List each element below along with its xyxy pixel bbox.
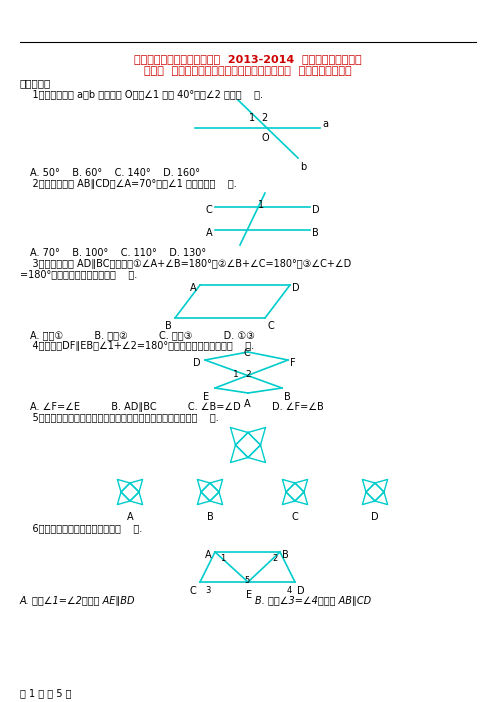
Text: A. 50°    B. 60°    C. 140°    D. 160°: A. 50° B. 60° C. 140° D. 160° bbox=[30, 168, 200, 178]
Text: C: C bbox=[267, 321, 274, 331]
Text: A: A bbox=[205, 550, 212, 560]
Text: A: A bbox=[244, 399, 250, 409]
Text: C: C bbox=[206, 205, 213, 215]
Text: 1．如图，直线 a、b 相交于点 O，若∠1 等于 40°，则∠2 等于（    ）.: 1．如图，直线 a、b 相交于点 O，若∠1 等于 40°，则∠2 等于（ ）. bbox=[20, 89, 263, 99]
Text: 3．如图，如果 AD∥BC，则有：①∠A+∠B=180°，②∠B+∠C=180°，③∠C+∠D: 3．如图，如果 AD∥BC，则有：①∠A+∠B=180°，②∠B+∠C=180°… bbox=[20, 259, 351, 269]
Text: 2: 2 bbox=[261, 113, 267, 123]
Text: 2: 2 bbox=[272, 554, 277, 563]
Text: C: C bbox=[292, 512, 299, 522]
Text: B: B bbox=[207, 512, 213, 522]
Text: 4: 4 bbox=[287, 586, 292, 595]
Text: D: D bbox=[292, 283, 300, 293]
Text: 一、选择题: 一、选择题 bbox=[20, 78, 51, 88]
Text: 第 1 页 共 5 页: 第 1 页 共 5 页 bbox=[20, 688, 71, 698]
Text: F: F bbox=[290, 358, 296, 368]
Text: A: A bbox=[126, 512, 133, 522]
Text: a: a bbox=[322, 119, 328, 129]
Text: 2: 2 bbox=[245, 370, 250, 379]
Text: b: b bbox=[300, 162, 306, 172]
Text: E: E bbox=[246, 590, 252, 600]
Text: 1: 1 bbox=[249, 113, 255, 123]
Text: B: B bbox=[282, 550, 289, 560]
Text: A. 只有①          B. 只有②          C. 只有③          D. ①③: A. 只有① B. 只有② C. 只有③ D. ①③ bbox=[30, 330, 255, 340]
Text: C: C bbox=[244, 348, 251, 358]
Text: B: B bbox=[312, 228, 319, 238]
Text: B: B bbox=[284, 392, 291, 402]
Text: 3: 3 bbox=[205, 586, 210, 595]
Text: O: O bbox=[262, 133, 270, 143]
Text: 4．如图，DF∥EB，∠1+∠2=180°，则下列结论错误的是（    ）.: 4．如图，DF∥EB，∠1+∠2=180°，则下列结论错误的是（ ）. bbox=[20, 341, 254, 351]
Text: A. ∠F=∠E          B. AD∥BC          C. ∠B=∠D          D. ∠F=∠B: A. ∠F=∠E B. AD∥BC C. ∠B=∠D D. ∠F=∠B bbox=[30, 402, 324, 412]
Text: 5: 5 bbox=[244, 576, 249, 585]
Text: D: D bbox=[193, 358, 200, 368]
Text: B. 因为∠3=∠4，所以 AB∥CD: B. 因为∠3=∠4，所以 AB∥CD bbox=[255, 596, 371, 606]
Text: 辽宁省瓦房店市第八初级中学  2013-2014  学年七年级数学下册: 辽宁省瓦房店市第八初级中学 2013-2014 学年七年级数学下册 bbox=[134, 54, 362, 64]
Text: 1: 1 bbox=[258, 200, 264, 210]
Text: B: B bbox=[165, 321, 172, 331]
Text: C: C bbox=[190, 586, 197, 596]
Text: A: A bbox=[190, 283, 196, 293]
Text: E: E bbox=[203, 392, 209, 402]
Text: 1: 1 bbox=[233, 370, 239, 379]
Text: D: D bbox=[371, 512, 379, 522]
Text: D: D bbox=[312, 205, 319, 215]
Text: 1: 1 bbox=[220, 554, 225, 563]
Text: A: A bbox=[206, 228, 213, 238]
Text: 5．如图所示，下面的图形中，经过平移能得到右边图形的是（    ）.: 5．如图所示，下面的图形中，经过平移能得到右边图形的是（ ）. bbox=[20, 412, 219, 422]
Text: 第五章  相交线与平行线单元综合测试（含解析）  （新版）新人教版: 第五章 相交线与平行线单元综合测试（含解析） （新版）新人教版 bbox=[144, 66, 352, 76]
Text: D: D bbox=[297, 586, 305, 596]
Text: 6．如图，下列判断不正确的是（    ）.: 6．如图，下列判断不正确的是（ ）. bbox=[20, 523, 142, 533]
Text: =180°，以上结论中正确的是（    ）.: =180°，以上结论中正确的是（ ）. bbox=[20, 269, 137, 279]
Text: A. 因为∠1=∠2，所以 AE∥BD: A. 因为∠1=∠2，所以 AE∥BD bbox=[20, 596, 135, 606]
Text: A. 70°    B. 100°    C. 110°    D. 130°: A. 70° B. 100° C. 110° D. 130° bbox=[30, 248, 206, 258]
Text: 2．如图，已知 AB∥CD，∠A=70°，则∠1 的度数是（    ）.: 2．如图，已知 AB∥CD，∠A=70°，则∠1 的度数是（ ）. bbox=[20, 179, 237, 189]
